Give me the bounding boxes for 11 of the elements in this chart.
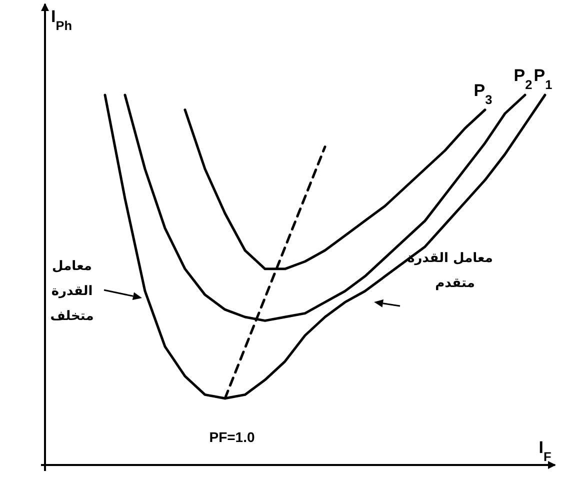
series-label: P$_{2}$: [514, 66, 532, 92]
annotation: معامل: [52, 259, 92, 274]
annotation: معامل القدرة: [407, 251, 493, 266]
annotation: متقدم: [435, 276, 475, 291]
y-axis-title: I$_{Ph}$: [51, 7, 72, 32]
x-axis-title: I$_{F}$: [538, 438, 552, 464]
series-label: P$_{1}$: [534, 66, 552, 92]
annotation: القدرة: [51, 284, 93, 299]
series-label: P$_{3}$: [474, 80, 492, 106]
annotation: متخلف: [50, 309, 94, 324]
annotation: PF=1.0: [209, 429, 255, 445]
